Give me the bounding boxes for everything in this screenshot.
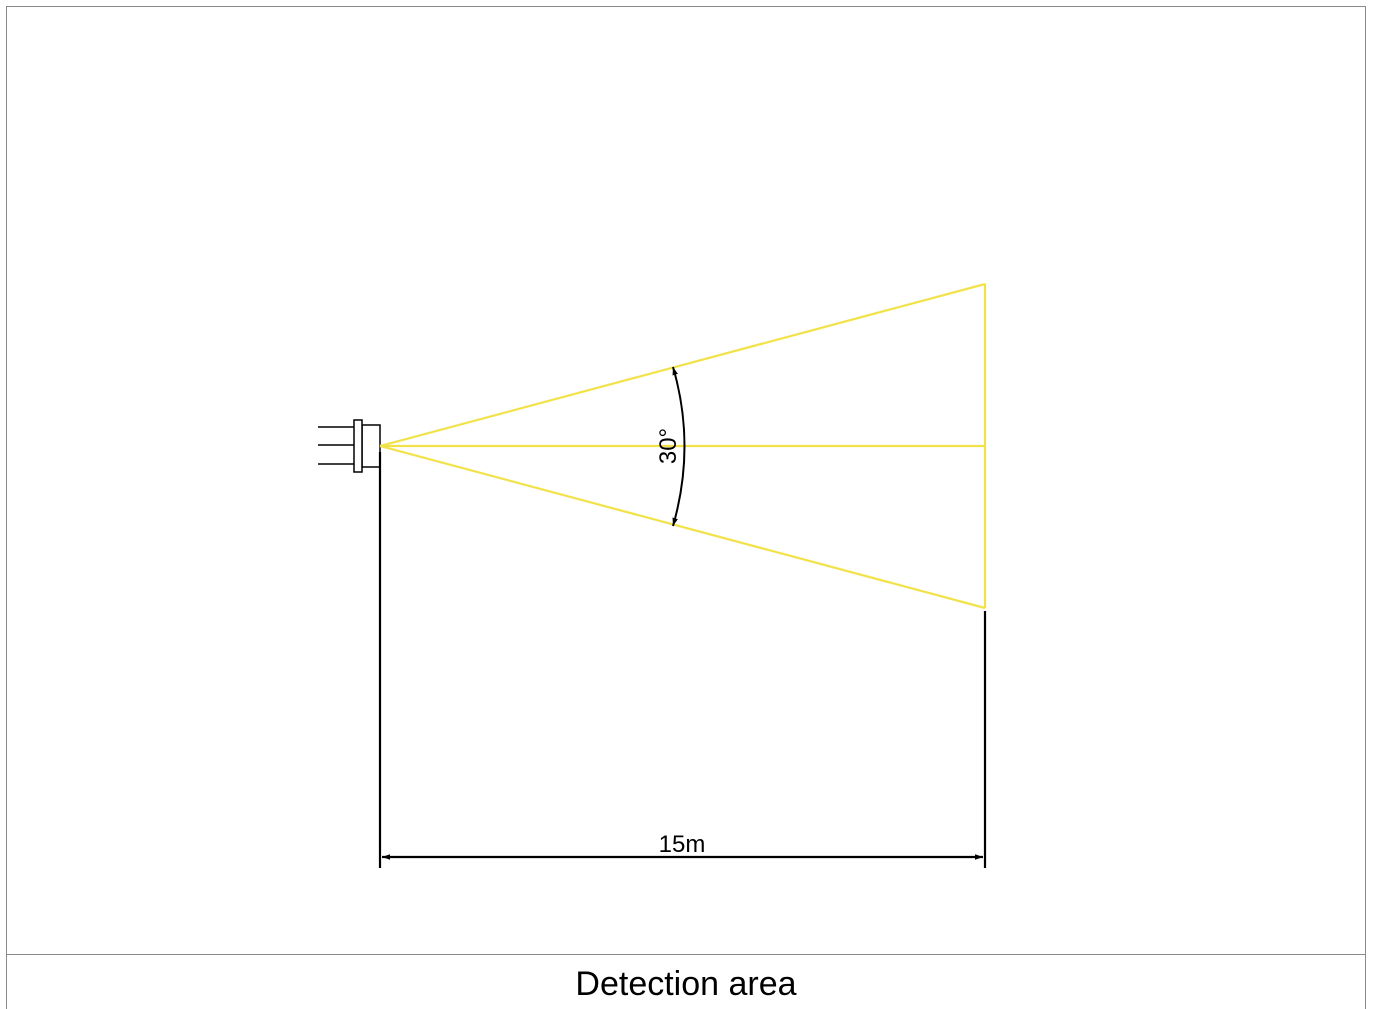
sensor-icon (318, 419, 381, 473)
beam-lower-edge (379, 444, 986, 610)
angle-dimension: 30° (655, 366, 686, 527)
detection-beam (379, 282, 987, 610)
caption-band: Detection area (6, 954, 1366, 1009)
beam-upper-edge (379, 282, 986, 448)
angle-label: 30° (655, 428, 682, 464)
diagram-caption: Detection area (575, 964, 797, 1003)
drawing-frame (6, 6, 1366, 1009)
distance-label: 15m (659, 831, 706, 858)
distance-dimension (378, 452, 987, 868)
